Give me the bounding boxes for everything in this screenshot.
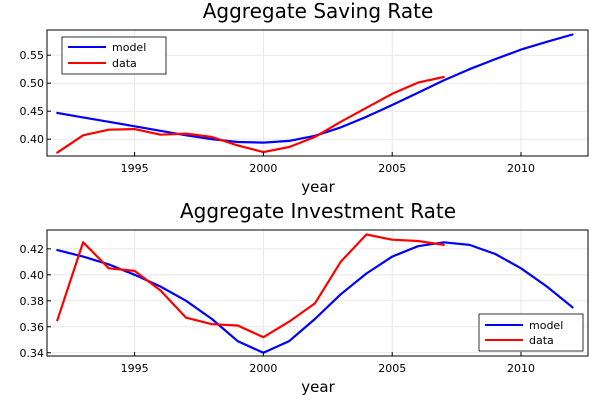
investment-rate-panel: Aggregate Investment Rate 0.340.360.380.… xyxy=(20,199,589,396)
saving-x-tick-label: 1995 xyxy=(121,162,149,175)
saving-legend-box xyxy=(61,36,167,75)
investment-x-tick-label: 2005 xyxy=(378,362,406,375)
investment-legend-box xyxy=(478,313,584,352)
investment-y-tick-label: 0.38 xyxy=(20,295,45,308)
investment-x-tick-label: 1995 xyxy=(121,362,149,375)
investment-x-tick-label: 2000 xyxy=(249,362,277,375)
saving-y-tick-label: 0.50 xyxy=(20,77,45,90)
investment-y-tick-label: 0.40 xyxy=(20,269,45,282)
investment-x-axis-label: year xyxy=(301,378,335,396)
investment-y-ticks: 0.34 0.36 0.38 0.40 0.42 xyxy=(20,243,51,360)
saving-y-tick-label: 0.55 xyxy=(20,49,45,62)
saving-legend: model data xyxy=(61,36,167,75)
investment-y-tick-label: 0.42 xyxy=(20,243,45,256)
saving-y-tick-label: 0.40 xyxy=(20,133,45,146)
investment-legend-data-label: data xyxy=(529,334,554,347)
investment-x-tick-label: 2010 xyxy=(507,362,535,375)
saving-series-data-line xyxy=(56,75,445,154)
investment-legend: model data xyxy=(478,313,584,352)
saving-x-tick-label: 2000 xyxy=(249,162,277,175)
saving-x-tick-label: 2010 xyxy=(507,162,535,175)
saving-legend-data-label: data xyxy=(112,57,137,70)
investment-chart-title: Aggregate Investment Rate xyxy=(180,199,456,223)
saving-legend-model-label: model xyxy=(112,41,146,54)
saving-x-tick-label: 2005 xyxy=(378,162,406,175)
investment-y-tick-label: 0.34 xyxy=(20,347,45,360)
saving-plot-frame xyxy=(46,29,589,157)
investment-series-lines xyxy=(56,233,574,354)
saving-chart-title: Aggregate Saving Rate xyxy=(203,0,434,23)
investment-series-data-line xyxy=(56,233,445,339)
saving-y-ticks: 0.40 0.45 0.50 0.55 xyxy=(20,49,51,146)
investment-plot-frame xyxy=(46,229,589,357)
saving-x-axis-label: year xyxy=(301,178,335,196)
investment-x-ticks: 1995 2000 2005 2010 xyxy=(121,352,535,375)
saving-series-lines xyxy=(56,33,574,154)
investment-legend-model-label: model xyxy=(529,319,563,332)
saving-y-tick-label: 0.45 xyxy=(20,105,45,118)
saving-x-ticks: 1995 2000 2005 2010 xyxy=(121,152,535,175)
investment-y-tick-label: 0.36 xyxy=(20,321,45,334)
saving-rate-panel: Aggregate Saving Rate 0.40 0.45 0.50 0.55 1… xyxy=(20,0,589,196)
